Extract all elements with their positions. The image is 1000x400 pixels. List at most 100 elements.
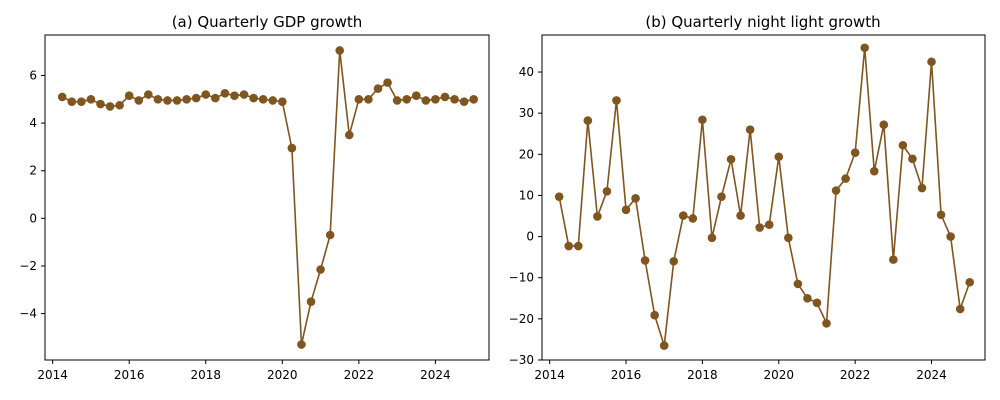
data-point [96,99,105,109]
data-point [554,192,564,201]
data-point [764,220,774,229]
data-point [955,304,965,314]
x-tick-label: 2022 [344,368,375,382]
data-point [726,154,736,164]
data-point [879,120,889,129]
data-point [124,91,134,101]
data-point [392,96,402,105]
y-tick-label: −2 [19,259,37,273]
x-tick-label: 2022 [840,368,871,382]
data-point [707,233,717,243]
data-point [717,192,726,201]
data-point [220,89,230,98]
data-point [793,279,803,289]
data-point [86,94,96,104]
data-point [869,166,879,176]
data-point [115,100,124,110]
data-point [364,94,373,104]
axes-frame [44,34,490,361]
x-tick-label: 2024 [916,368,947,382]
x-tick-label: 2020 [267,368,298,382]
data-point [631,194,640,203]
data-point [278,97,287,106]
y-tick-label: −4 [19,307,37,321]
x-tick-label: 2014 [534,368,565,382]
data-point [755,223,764,232]
x-tick-label: 2016 [611,368,642,382]
data-point [421,96,431,105]
data-point [745,125,755,134]
data-point [564,241,574,251]
y-tick-label: 0 [29,211,37,225]
x-tick-label: 2018 [190,368,221,382]
data-point [268,96,278,105]
plot-area: 2014 2016 2018 2020 2022 2024 −30 −20 −10 0 10 20 30… [509,43,975,382]
subplot-night-light-growth: (b) Quarterly night light growth 2014 201… [509,13,986,382]
data-point [459,97,469,106]
data-point [908,154,917,164]
data-point [67,97,77,106]
data-point [402,94,412,104]
data-point [812,298,822,308]
y-tick-label: 6 [29,68,37,82]
data-point [621,205,631,215]
data-point [688,214,698,223]
y-tick-label: −30 [509,353,534,367]
data-point [163,96,172,105]
data-point [612,96,621,105]
data-point [698,115,707,125]
data-point [946,232,955,241]
data-point [936,210,946,220]
data-point [344,130,354,140]
data-point [191,93,201,103]
plot-area: 2014 2016 2018 2020 2022 2024 −4 −2 0 2 4 6 [19,46,478,382]
data-point [965,277,975,287]
data-point [172,96,182,105]
y-tick-label: 0 [526,230,534,244]
data-point [77,97,86,106]
data-point [230,91,239,101]
data-point [201,90,211,99]
data-point [373,84,383,93]
data-point [593,212,602,221]
data-point [927,57,936,67]
data-point [249,93,258,103]
x-tick-label: 2016 [114,368,145,382]
data-point [411,91,421,101]
axes-frame [541,34,986,361]
data-point [134,96,144,105]
x-tick-label: 2020 [764,368,795,382]
data-point [316,265,325,274]
y-tick-label: 30 [519,106,534,120]
y-tick-label: 2 [29,164,37,178]
data-point [822,319,831,328]
data-point [784,233,793,243]
data-point [297,340,306,349]
data-point [850,148,860,157]
data-point [469,94,478,104]
subplot-gdp-growth: (a) Quarterly GDP growth 2014 2016 2018 202… [19,13,490,382]
data-point [239,90,249,99]
x-tick-label: 2014 [37,368,68,382]
data-point [650,310,659,320]
data-point [889,255,898,264]
data-point [431,94,440,104]
data-point [602,187,612,196]
data-point [144,90,153,99]
data-point [306,297,316,306]
y-tick-label: −10 [509,271,534,285]
subplot-title: (b) Quarterly night light growth [645,13,880,31]
y-tick-label: 4 [29,116,37,130]
data-point [774,152,784,162]
data-point [583,116,593,125]
data-point [287,143,297,153]
data-point [211,93,220,103]
x-tick-label: 2018 [687,368,718,382]
data-point [440,92,450,102]
data-point [917,183,927,193]
y-tick-label: −20 [509,312,534,326]
data-point [105,102,115,111]
data-point [860,43,869,53]
data-point [573,241,583,251]
